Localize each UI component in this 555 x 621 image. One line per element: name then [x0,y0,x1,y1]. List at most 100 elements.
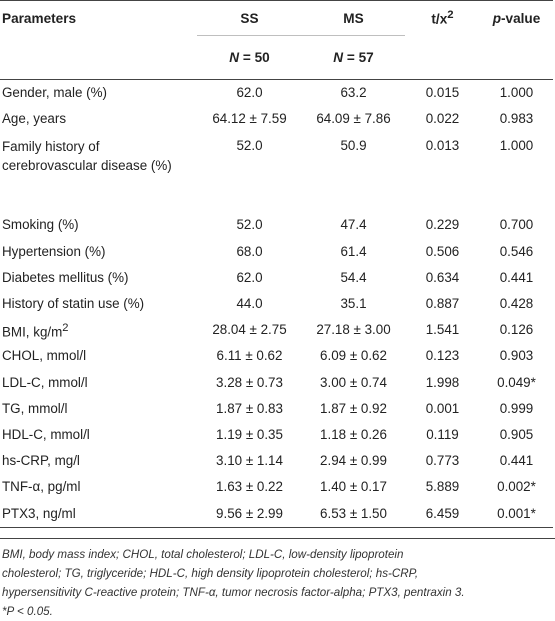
row-t-value-text: 0.022 [425,111,460,127]
table-body: Gender, male (%) 62.0 63.2 0.015 1.000 Age, y… [0,80,553,528]
row-parameter: Family history of cerebrovascular diseas… [0,132,197,212]
row-t-value: 0.773 [405,448,480,474]
row-p-value-text: 0.001* [497,505,536,521]
row-parameter-text: History of statin use (%) [2,296,145,312]
row-p-value: 0.002* [480,474,553,500]
row-ms-value-text: 27.18 ± 3.00 [316,322,391,338]
row-ss-value: 44.0 [197,291,302,317]
row-p-value: 0.441 [480,265,553,291]
row-t-value-text: 0.119 [426,426,459,442]
header-empty-cell [0,36,197,80]
table-row: BMI, kg/m2 28.04 ± 2.75 27.18 ± 3.00 1.541 0… [0,317,553,343]
row-ss-value-text: 52.0 [236,217,263,233]
row-ms-value-text: 1.87 ± 0.92 [320,400,387,416]
row-parameter: Diabetes mellitus (%) [0,265,197,291]
row-ss-value: 52.0 [197,212,302,238]
row-parameter-text: BMI, kg/m [2,324,63,340]
row-p-value-text: 0.903 [499,348,534,364]
row-ms-value-text: 61.4 [340,243,367,259]
row-t-value: 0.887 [405,291,480,317]
row-t-value: 1.541 [405,317,480,343]
row-p-value: 0.001* [480,500,553,527]
row-t-value-text: 0.013 [425,138,460,154]
row-ss-value: 3.10 ± 1.14 [197,448,302,474]
row-ss-value-text: 68.0 [236,243,263,259]
row-p-value: 0.700 [480,212,553,238]
row-t-value-text: 0.015 [425,85,460,101]
row-p-value: 0.428 [480,291,553,317]
header-n-ss: N = 50 [197,36,302,80]
row-ms-value-text: 2.94 ± 0.99 [320,453,387,469]
n-ms-value: = 57 [343,50,374,65]
row-p-value: 0.546 [480,239,553,265]
row-p-value-text: 0.700 [499,217,534,233]
row-t-value-text: 0.123 [425,348,460,364]
row-parameter-text: TG, mmol/l [2,400,68,416]
row-t-value: 0.015 [405,80,480,107]
row-ms-value: 1.18 ± 0.26 [302,422,405,448]
row-p-value: 0.999 [480,396,553,422]
table-row: Age, years 64.12 ± 7.59 64.09 ± 7.86 0.022 0… [0,106,553,132]
row-t-value: 0.634 [405,265,480,291]
row-parameter-text: PTX3, ng/ml [2,505,76,521]
row-parameter: History of statin use (%) [0,291,197,317]
table-row: TG, mmol/l 1.87 ± 0.83 1.87 ± 0.92 0.001 0.9… [0,396,553,422]
footnote-line: hypersensitivity C-reactive protein; TNF… [2,585,465,599]
header-empty-cell [405,36,480,80]
row-parameter-text: HDL-C, mmol/l [2,426,90,442]
row-t-value-text: 0.229 [425,217,460,233]
row-t-value: 6.459 [405,500,480,527]
row-t-value-text: 0.634 [425,269,460,285]
row-ss-value: 1.19 ± 0.35 [197,422,302,448]
row-ss-value-text: 1.19 ± 0.35 [216,426,283,442]
header-empty-cell [480,36,553,80]
table-row: Gender, male (%) 62.0 63.2 0.015 1.000 [0,80,553,107]
row-t-value: 0.229 [405,212,480,238]
row-parameter-text: CHOL, mmol/l [2,348,87,364]
row-p-value-text: 0.049* [497,374,536,390]
table-row: Hypertension (%) 68.0 61.4 0.506 0.546 [0,239,553,265]
row-ss-value-text: 62.0 [236,269,263,285]
parameters-table: Parameters SS MS t/x2 p-value N = 50 N =… [0,0,553,528]
row-ss-value-text: 1.63 ± 0.22 [216,479,283,495]
row-ms-value: 54.4 [302,265,405,291]
row-ms-value: 2.94 ± 0.99 [302,448,405,474]
row-parameter-text: Hypertension (%) [2,243,106,259]
row-parameter: LDL-C, mmol/l [0,370,197,396]
row-ss-value: 62.0 [197,80,302,107]
row-ss-value: 3.28 ± 0.73 [197,370,302,396]
row-t-value: 1.998 [405,370,480,396]
row-ss-value: 9.56 ± 2.99 [197,500,302,527]
row-ss-value-text: 62.0 [236,85,263,101]
n-ss-value: = 50 [239,50,270,65]
row-p-value: 0.126 [480,317,553,343]
row-ms-value-text: 47.4 [340,217,367,233]
row-p-value: 0.905 [480,422,553,448]
row-ss-value-text: 64.12 ± 7.59 [212,111,287,127]
row-parameter: Age, years [0,106,197,132]
row-ms-value-text: 54.4 [340,269,367,285]
row-ms-value: 47.4 [302,212,405,238]
row-p-value-text: 0.441 [499,269,534,285]
row-parameter-text: Smoking (%) [2,217,79,233]
row-p-value: 0.983 [480,106,553,132]
row-ss-value-text: 28.04 ± 2.75 [212,322,287,338]
row-p-value-text: 0.983 [499,111,534,127]
row-ms-value-text: 1.18 ± 0.26 [320,426,387,442]
row-t-value-text: 0.887 [425,296,460,312]
header-ms: MS [302,0,405,36]
row-ms-value-text: 1.40 ± 0.17 [320,479,387,495]
row-t-value-text: 0.506 [425,243,460,259]
row-p-value-text: 1.000 [499,85,534,101]
row-parameter: Gender, male (%) [0,80,197,107]
n-ms-label: N [333,50,344,65]
unit-superscript: 2 [62,321,69,334]
footnote-line: BMI, body mass index; CHOL, total choles… [2,547,404,561]
row-parameter: Smoking (%) [0,212,197,238]
row-ms-value: 3.00 ± 0.74 [302,370,405,396]
row-parameter-text: Gender, male (%) [2,85,107,101]
row-parameter-text: LDL-C, mmol/l [2,374,88,390]
row-ss-value: 52.0 [197,132,302,212]
row-ss-value-text: 3.10 ± 1.14 [216,453,283,469]
row-ms-value-text: 63.2 [340,85,367,101]
